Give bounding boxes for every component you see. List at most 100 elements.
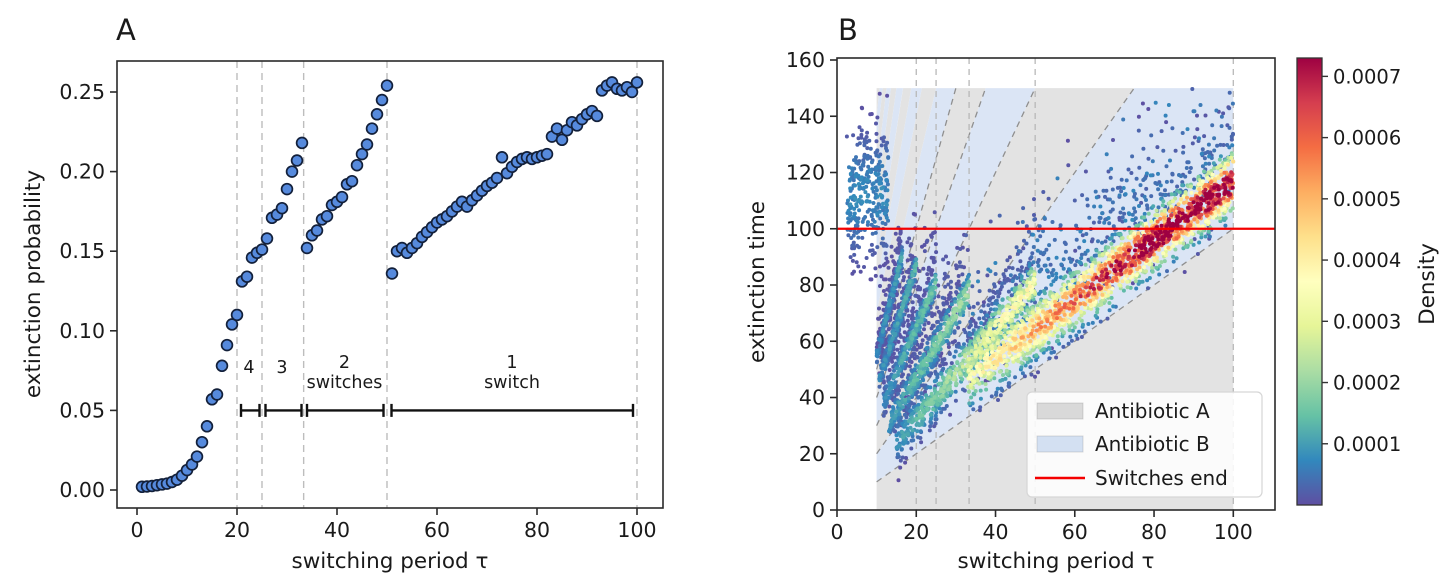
density-point bbox=[1043, 263, 1048, 268]
density-point bbox=[996, 327, 1001, 332]
density-point bbox=[917, 351, 922, 356]
density-point bbox=[1032, 213, 1036, 217]
density-point bbox=[971, 318, 976, 323]
data-point bbox=[255, 243, 269, 256]
data-point bbox=[625, 85, 639, 99]
density-point bbox=[1173, 148, 1178, 153]
density-point bbox=[886, 155, 891, 160]
density-point bbox=[993, 319, 998, 324]
density-point bbox=[1203, 234, 1208, 239]
density-point bbox=[1216, 208, 1221, 213]
density-point bbox=[957, 320, 962, 325]
density-point bbox=[1020, 220, 1025, 224]
density-point bbox=[926, 358, 931, 363]
data-point bbox=[290, 154, 304, 167]
density-point bbox=[1179, 197, 1184, 202]
density-point bbox=[1099, 263, 1104, 268]
density-point bbox=[1187, 170, 1192, 175]
density-point bbox=[1096, 239, 1100, 244]
density-point bbox=[1117, 215, 1122, 220]
density-point bbox=[1054, 292, 1059, 297]
density-point bbox=[1131, 188, 1136, 193]
density-point bbox=[1002, 354, 1007, 359]
density-point bbox=[893, 282, 897, 287]
density-point bbox=[926, 300, 931, 305]
density-point bbox=[914, 263, 919, 268]
density-point bbox=[866, 174, 871, 179]
density-point bbox=[976, 337, 981, 342]
density-point bbox=[1129, 275, 1134, 280]
density-point bbox=[913, 268, 918, 273]
density-point bbox=[901, 278, 906, 283]
density-point bbox=[1170, 199, 1175, 204]
density-point bbox=[1134, 286, 1139, 291]
density-point bbox=[1203, 183, 1208, 187]
density-point bbox=[924, 346, 929, 351]
density-point bbox=[864, 199, 869, 204]
density-point bbox=[937, 381, 942, 386]
density-point bbox=[1011, 336, 1016, 341]
density-point bbox=[989, 394, 994, 399]
density-point bbox=[947, 352, 952, 356]
density-point bbox=[942, 357, 947, 362]
density-point bbox=[953, 321, 958, 325]
x-tick-label: 20 bbox=[224, 518, 250, 542]
density-point bbox=[907, 280, 912, 285]
density-point bbox=[887, 347, 892, 352]
density-point bbox=[1059, 262, 1064, 267]
density-point bbox=[1218, 142, 1223, 147]
density-point bbox=[1074, 320, 1079, 325]
density-point bbox=[968, 339, 973, 344]
density-point bbox=[860, 163, 865, 167]
density-point bbox=[1023, 363, 1028, 368]
data-point bbox=[555, 133, 569, 147]
density-point bbox=[928, 361, 933, 366]
density-point bbox=[1032, 277, 1037, 282]
density-point bbox=[1171, 244, 1176, 249]
density-point bbox=[1160, 203, 1165, 208]
density-point bbox=[920, 419, 925, 424]
density-point bbox=[902, 412, 907, 417]
density-point bbox=[868, 248, 873, 253]
density-point bbox=[929, 391, 934, 396]
density-point bbox=[1215, 143, 1220, 148]
density-point bbox=[1180, 131, 1185, 135]
density-point bbox=[1155, 219, 1160, 224]
density-point bbox=[899, 245, 904, 250]
x-tick-label: 60 bbox=[424, 518, 450, 542]
density-point bbox=[974, 364, 979, 369]
density-point bbox=[877, 372, 882, 377]
density-point bbox=[1199, 151, 1204, 156]
density-point bbox=[1073, 263, 1078, 268]
density-point bbox=[868, 277, 873, 282]
density-point bbox=[1182, 270, 1187, 274]
density-point bbox=[1151, 204, 1156, 209]
density-point bbox=[932, 347, 937, 352]
density-point bbox=[1195, 252, 1200, 256]
density-point bbox=[1013, 345, 1018, 350]
density-point bbox=[911, 438, 916, 443]
density-point bbox=[886, 218, 891, 223]
density-point bbox=[987, 298, 992, 303]
density-point bbox=[1085, 203, 1090, 208]
density-point bbox=[920, 338, 925, 343]
density-point bbox=[1030, 251, 1035, 256]
density-point bbox=[1002, 343, 1007, 348]
antibiotic-b-region bbox=[876, 88, 922, 314]
density-point bbox=[1090, 237, 1095, 242]
data-point bbox=[240, 270, 254, 283]
density-point bbox=[1207, 154, 1212, 159]
density-point bbox=[1216, 176, 1221, 180]
density-point bbox=[1180, 180, 1185, 185]
density-point bbox=[1035, 238, 1040, 243]
density-point bbox=[904, 380, 909, 385]
density-point bbox=[1008, 273, 1013, 278]
density-point bbox=[901, 354, 906, 359]
density-point bbox=[1107, 197, 1112, 202]
density-point bbox=[919, 405, 924, 410]
density-point bbox=[962, 281, 967, 286]
density-point bbox=[915, 416, 919, 421]
density-point bbox=[1051, 279, 1056, 284]
density-point bbox=[1109, 166, 1114, 171]
density-point bbox=[895, 347, 900, 352]
